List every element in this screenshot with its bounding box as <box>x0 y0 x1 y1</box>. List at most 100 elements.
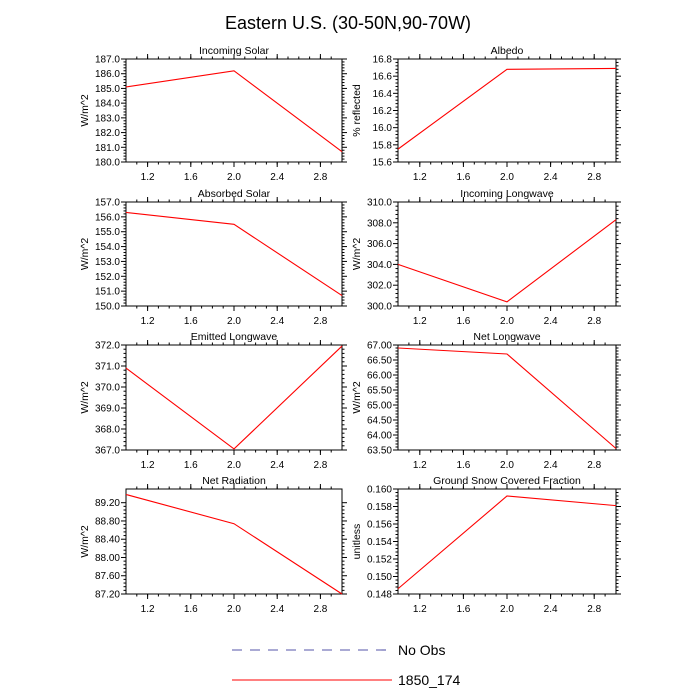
y-tick-label: 65.50 <box>367 386 392 397</box>
y-tick-label: 185.0 <box>95 84 120 95</box>
y-tick-label: 88.40 <box>95 535 120 546</box>
y-tick-label: 15.6 <box>373 158 393 169</box>
plot-frame <box>397 201 617 307</box>
x-tick-label: 2.8 <box>587 460 601 471</box>
y-tick-label: 306.0 <box>367 239 392 250</box>
y-tick-label: 300.0 <box>367 302 392 313</box>
y-tick-label: 150.0 <box>95 302 120 313</box>
plot-frame <box>397 488 617 595</box>
plot-frame <box>125 344 343 451</box>
legend-label-1850-174: 1850_174 <box>398 672 461 688</box>
y-tick-label: 369.0 <box>95 404 120 415</box>
y-tick-label: 16.0 <box>373 123 393 134</box>
y-tick-label: 87.20 <box>95 590 120 601</box>
x-tick-label: 2.0 <box>227 316 241 327</box>
y-axis-label: % reflected <box>351 84 363 137</box>
y-tick-label: 368.0 <box>95 425 120 436</box>
x-tick-label: 1.2 <box>141 460 155 471</box>
y-tick-label: 367.0 <box>95 446 120 457</box>
panel-net-radiation: Net Radiation W/m^2 87.20 87.60 88.00 88.40 88… <box>79 475 347 615</box>
y-tick-label: 180.0 <box>95 158 120 169</box>
plot-frame <box>397 344 617 451</box>
y-tick-label: 0.160 <box>367 485 392 496</box>
y-tick-label: 16.2 <box>373 106 393 117</box>
series-line-albedo <box>397 67 617 150</box>
y-tick-label: 186.0 <box>95 69 120 80</box>
x-tick-label: 2.8 <box>313 604 327 615</box>
y-tick-label: 66.00 <box>367 371 392 382</box>
x-tick-label: 1.2 <box>141 172 155 183</box>
y-tick-label: 371.0 <box>95 362 120 373</box>
y-tick-label: 0.148 <box>367 590 392 601</box>
y-tick-label: 64.50 <box>367 416 392 427</box>
legend: No Obs 1850_174 <box>232 642 461 688</box>
y-tick-label: 372.0 <box>95 341 120 352</box>
y-tick-label: 88.80 <box>95 516 120 527</box>
x-tick-label: 2.4 <box>270 604 284 615</box>
y-tick-label: 152.0 <box>95 272 120 283</box>
x-tick-label: 2.4 <box>544 460 558 471</box>
panel-title: Absorbed Solar <box>198 188 271 200</box>
y-axis-label: W/m^2 <box>79 94 91 127</box>
x-tick-label: 2.4 <box>544 172 558 183</box>
y-tick-label: 156.0 <box>95 212 120 223</box>
y-tick-label: 182.0 <box>95 128 120 139</box>
x-tick-label: 1.6 <box>456 316 470 327</box>
panel-net-longwave: Net Longwave W/m^2 63.50 64.00 64.50 65.00 65.… <box>351 331 621 471</box>
panel-title: Ground Snow Covered Fraction <box>433 475 581 487</box>
x-tick-label: 1.6 <box>456 604 470 615</box>
x-tick-label: 2.8 <box>313 316 327 327</box>
series-line-incoming-longwave <box>397 219 617 303</box>
y-tick-label: 154.0 <box>95 242 120 253</box>
y-tick-label: 63.50 <box>367 446 392 457</box>
series-line-net-radiation <box>125 493 343 595</box>
y-tick-label: 184.0 <box>95 99 120 110</box>
x-tick-label: 1.6 <box>184 172 198 183</box>
x-tick-label: 2.0 <box>500 460 514 471</box>
panel-incoming-solar: Incoming Solar W/m^2 180.0 181.0 182.0 183.0 1… <box>79 45 347 183</box>
y-tick-label: 0.156 <box>367 520 392 531</box>
x-tick-label: 1.2 <box>141 316 155 327</box>
panel-absorbed-solar: Absorbed Solar W/m^2 150.0 151.0 152.0 153.0 1… <box>79 188 347 327</box>
panel-title: Albedo <box>491 45 524 57</box>
y-tick-label: 65.00 <box>367 401 392 412</box>
y-tick-label: 64.00 <box>367 431 392 442</box>
panel-title: Net Longwave <box>473 331 540 343</box>
x-tick-label: 1.2 <box>413 316 427 327</box>
y-axis-label: W/m^2 <box>351 238 363 271</box>
y-axis-label: W/m^2 <box>79 381 91 414</box>
series-line-incoming-solar <box>125 70 343 153</box>
panels: Incoming Solar W/m^2 180.0 181.0 182.0 183.0 1… <box>79 45 621 615</box>
y-tick-label: 304.0 <box>367 260 392 271</box>
y-axis-label: W/m^2 <box>79 238 91 271</box>
x-tick-label: 2.0 <box>500 604 514 615</box>
y-tick-label: 157.0 <box>95 198 120 209</box>
y-tick-label: 155.0 <box>95 227 120 238</box>
x-tick-label: 1.2 <box>413 604 427 615</box>
y-tick-label: 0.158 <box>367 502 392 513</box>
x-tick-label: 2.0 <box>227 604 241 615</box>
y-axis-label: W/m^2 <box>79 525 91 558</box>
x-tick-label: 2.8 <box>587 172 601 183</box>
series-line-net-longwave <box>397 347 617 449</box>
x-tick-label: 1.6 <box>456 172 470 183</box>
y-tick-label: 0.154 <box>367 537 392 548</box>
plot-frame <box>397 58 617 163</box>
plot-frame <box>125 201 343 307</box>
x-tick-label: 2.4 <box>270 172 284 183</box>
y-tick-label: 88.00 <box>95 553 120 564</box>
legend-label-no-obs: No Obs <box>398 642 445 658</box>
y-tick-label: 151.0 <box>95 287 120 298</box>
y-tick-label: 302.0 <box>367 281 392 292</box>
y-tick-label: 87.60 <box>95 571 120 582</box>
x-tick-label: 2.0 <box>500 172 514 183</box>
y-tick-label: 67.00 <box>367 341 392 352</box>
x-tick-label: 1.2 <box>413 460 427 471</box>
y-tick-label: 15.8 <box>373 140 393 151</box>
y-tick-label: 187.0 <box>95 55 120 66</box>
panel-emitted-longwave: Emitted Longwave W/m^2 367.0 368.0 369.0 370.… <box>79 331 347 471</box>
y-tick-label: 183.0 <box>95 113 120 124</box>
figure-title: Eastern U.S. (30-50N,90-70W) <box>225 13 471 33</box>
y-tick-label: 181.0 <box>95 143 120 154</box>
